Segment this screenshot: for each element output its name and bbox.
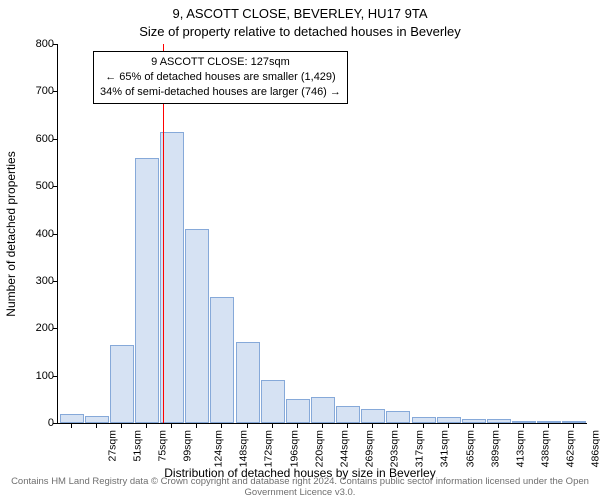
x-tick-mark [498,424,499,428]
x-tick-label: 413sqm [514,430,526,467]
x-tick-label: 148sqm [238,430,250,467]
histogram-bar [236,342,260,423]
y-tick-label: 500 [24,180,54,192]
chart-subtitle: Size of property relative to detached ho… [0,24,600,39]
x-tick-label: 220sqm [313,430,325,467]
histogram-bar [135,158,159,423]
x-tick-label: 317sqm [414,430,426,467]
chart-title: 9, ASCOTT CLOSE, BEVERLEY, HU17 9TA [0,6,600,21]
x-tick-mark [71,424,72,428]
x-tick-mark [523,424,524,428]
x-tick-label: 51sqm [131,430,143,462]
y-tick-mark [53,91,57,92]
histogram-bar [412,417,436,423]
histogram-bar [160,132,184,423]
x-tick-mark [322,424,323,428]
y-tick-label: 0 [24,417,54,429]
histogram-bar [185,229,209,423]
x-tick-mark [146,424,147,428]
x-tick-mark [121,424,122,428]
histogram-bar [562,421,586,423]
annotation-line-3: 34% of semi-detached houses are larger (… [100,85,341,100]
histogram-bar [286,399,310,423]
y-tick-label: 600 [24,133,54,145]
annotation-line-1: 9 ASCOTT CLOSE: 127sqm [100,55,341,70]
x-tick-mark [247,424,248,428]
y-tick-mark [53,44,57,45]
x-tick-label: 99sqm [182,430,194,462]
x-tick-label: 269sqm [363,430,375,467]
y-tick-mark [53,328,57,329]
x-tick-mark [423,424,424,428]
histogram-bar [60,414,84,423]
x-tick-mark [272,424,273,428]
credit-text: Contains HM Land Registry data © Crown c… [0,476,600,498]
x-tick-label: 341sqm [439,430,451,467]
x-tick-label: 27sqm [106,430,118,462]
x-tick-mark [448,424,449,428]
y-axis-label: Number of detached properties [4,151,18,316]
histogram-bar [336,406,360,423]
x-tick-mark [473,424,474,428]
histogram-bar [261,380,285,423]
histogram-bar [386,411,410,423]
y-tick-label: 400 [24,228,54,240]
annotation-line-2: ← 65% of detached houses are smaller (1,… [100,70,341,85]
x-tick-mark [171,424,172,428]
x-tick-mark [297,424,298,428]
x-tick-label: 438sqm [539,430,551,467]
y-tick-mark [53,281,57,282]
x-tick-mark [196,424,197,428]
histogram-bar [210,297,234,423]
y-tick-label: 700 [24,85,54,97]
y-tick-mark [53,423,57,424]
x-tick-label: 462sqm [565,430,577,467]
y-tick-mark [53,376,57,377]
x-tick-label: 293sqm [389,430,401,467]
x-tick-mark [372,424,373,428]
histogram-bar [437,417,461,423]
y-tick-label: 300 [24,275,54,287]
page-root: 9, ASCOTT CLOSE, BEVERLEY, HU17 9TA Size… [0,0,600,500]
histogram-bar [85,416,109,423]
histogram-bar [110,345,134,423]
y-tick-mark [53,139,57,140]
histogram-bar [487,419,511,423]
x-tick-mark [221,424,222,428]
x-tick-mark [96,424,97,428]
histogram-bar [311,397,335,423]
x-tick-label: 172sqm [263,430,275,467]
x-tick-label: 75sqm [156,430,168,462]
histogram-bar [512,421,536,423]
y-tick-label: 800 [24,38,54,50]
y-tick-mark [53,234,57,235]
x-tick-label: 365sqm [464,430,476,467]
x-tick-label: 244sqm [338,430,350,467]
histogram-bar [537,421,561,423]
x-tick-mark [573,424,574,428]
histogram-bar [462,419,486,423]
y-tick-mark [53,186,57,187]
x-tick-label: 389sqm [489,430,501,467]
y-tick-label: 200 [24,322,54,334]
y-tick-label: 100 [24,370,54,382]
x-tick-label: 196sqm [288,430,300,467]
x-tick-label: 486sqm [590,430,600,467]
annotation-box: 9 ASCOTT CLOSE: 127sqm ← 65% of detached… [93,51,348,104]
x-tick-mark [347,424,348,428]
x-tick-label: 124sqm [213,430,225,467]
x-tick-mark [397,424,398,428]
histogram-bar [361,409,385,423]
x-tick-mark [548,424,549,428]
